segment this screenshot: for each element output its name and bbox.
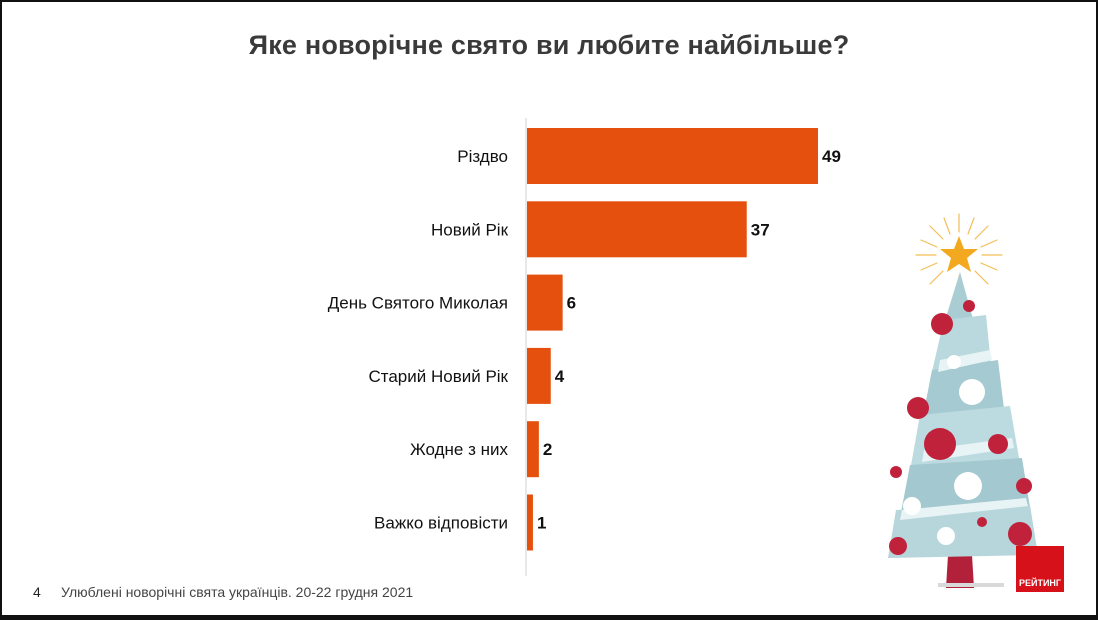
category-label: Різдво xyxy=(457,147,508,166)
footer: 4 Улюблені новорічні свята українців. 20-… xyxy=(33,584,413,600)
rating-logo: РЕЙТИНГ xyxy=(1016,546,1064,592)
value-label: 6 xyxy=(567,294,576,313)
page-number: 4 xyxy=(33,584,41,600)
christmas-tree-icon xyxy=(888,213,1038,588)
value-label: 37 xyxy=(751,220,770,239)
value-label: 1 xyxy=(537,514,546,533)
logo-text: РЕЙТИНГ xyxy=(1018,578,1062,588)
bar xyxy=(527,128,818,184)
value-label: 49 xyxy=(822,147,841,166)
frame-left xyxy=(0,0,2,620)
frame-right xyxy=(1096,0,1098,620)
value-label: 4 xyxy=(555,367,565,386)
bar xyxy=(527,421,539,478)
category-label: Новий Рік xyxy=(431,220,509,239)
frame-top xyxy=(0,0,1098,2)
category-label: Важко відповісти xyxy=(374,514,508,533)
value-label: 2 xyxy=(543,440,552,459)
chart-title: Яке новорічне свято ви любите найбільше? xyxy=(248,30,850,60)
frame-bottom xyxy=(0,615,1098,620)
bar xyxy=(527,201,747,258)
bar xyxy=(527,494,533,551)
footer-caption: Улюблені новорічні свята українців. 20-2… xyxy=(61,584,414,600)
bar xyxy=(527,347,551,404)
category-label: Жодне з них xyxy=(410,440,508,459)
bar xyxy=(527,274,563,331)
category-label: День Святого Миколая xyxy=(328,294,508,313)
category-label: Старий Новий Рік xyxy=(368,367,508,386)
